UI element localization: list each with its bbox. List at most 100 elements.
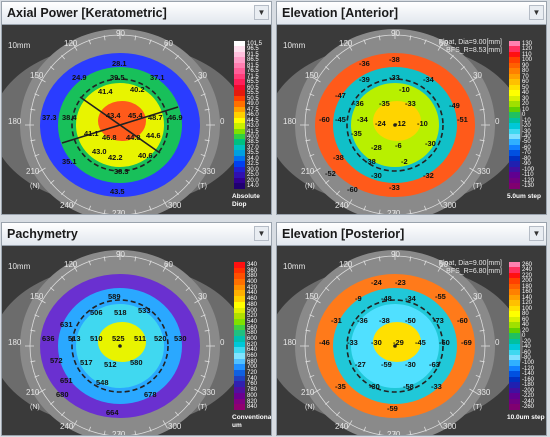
map-value-label: -30: [371, 338, 382, 347]
pachymetry-map[interactable]: 10mm 90 60 120 150 30 180 0 210 330 240 300 270 (N) (T…: [2, 246, 271, 435]
scale-swatch: 20: [509, 101, 545, 107]
degree-tick: [88, 205, 91, 211]
scale-value: 140: [522, 294, 533, 301]
topography-graphic: [2, 246, 271, 435]
scale-value: 740: [247, 375, 258, 382]
panel-header: Axial Power [Keratometric] ▼: [2, 2, 271, 25]
scale-value: -40: [522, 133, 531, 140]
scale-value: 41.5: [247, 128, 259, 135]
scale-value: 840: [247, 404, 258, 411]
angle-label-30: 30: [198, 292, 207, 301]
map-value-label: -30: [405, 360, 416, 369]
scale-swatch: 540: [234, 318, 270, 325]
map-value-label: 28.1: [112, 59, 127, 68]
elevation-anterior-map[interactable]: 10mm 90 60 120 150 30 180 0 210 330 240 300 270 (N) (T…: [277, 25, 546, 214]
temporal-label: (T): [198, 183, 207, 190]
temporal-label: (T): [473, 404, 482, 411]
map-value-label: 43.0: [92, 147, 107, 156]
map-value-label: 589: [108, 292, 121, 301]
chevron-down-icon[interactable]: ▼: [254, 5, 269, 20]
degree-tick: [449, 276, 454, 281]
scale-value: 50.5: [247, 95, 259, 102]
scale-value: 100: [522, 305, 533, 312]
panel-title: Elevation [Posterior]: [282, 227, 405, 241]
map-value-label: -35: [379, 99, 390, 108]
scale-value: -200: [522, 387, 535, 394]
scale-swatch: 10: [509, 106, 545, 113]
angle-label-30: 30: [473, 71, 482, 80]
degree-tick: [409, 430, 412, 435]
chevron-down-icon[interactable]: ▼: [254, 226, 269, 241]
degree-tick: [479, 329, 485, 332]
angle-label-270: 270: [112, 209, 126, 215]
core-zone: [373, 322, 421, 362]
angle-label-300: 300: [443, 422, 457, 431]
scale-swatch: 91.5: [234, 51, 270, 58]
degree-tick: [30, 108, 36, 111]
scale-swatch: 101.5: [234, 41, 270, 47]
map-value-label: -48: [381, 294, 392, 303]
angle-label-330: 330: [477, 167, 491, 176]
scale-swatch: 50.5: [234, 95, 270, 102]
scale-value: 50: [522, 84, 529, 91]
scale-mm-label: 10mm: [283, 41, 306, 50]
map-value-label: 680: [56, 390, 69, 399]
elevation-posterior-map[interactable]: 10mm 90 60 120 150 30 180 0 210 330 240 300 270 (N) (T…: [277, 246, 546, 435]
degree-tick: [50, 179, 55, 184]
scale-swatch: 120: [509, 300, 545, 306]
fit-info-text: Float, Dia=9.00[mm]: [438, 39, 502, 46]
scale-swatch: 71.5: [234, 73, 270, 80]
scale-value: -120: [522, 365, 535, 372]
degree-tick: [460, 400, 465, 405]
map-value-label: -38: [389, 55, 400, 64]
fit-info-text: BFS_R=6.80[mm]: [446, 268, 502, 275]
scale-swatch: 680: [234, 358, 270, 365]
map-value-label: -34: [357, 115, 368, 124]
degree-tick: [347, 42, 353, 51]
scale-swatch: -90: [509, 161, 545, 167]
temporal-label: (T): [473, 183, 482, 190]
map-value-label: 525: [112, 334, 125, 343]
scale-unit-label: um: [232, 422, 242, 429]
scale-swatch: 340: [234, 262, 270, 268]
angle-label-90: 90: [116, 29, 125, 38]
degree-tick: [134, 209, 137, 214]
scale-value: -20: [522, 123, 531, 130]
scale-value: 620: [247, 341, 258, 348]
degree-tick: [309, 375, 315, 378]
degree-tick: [204, 329, 210, 332]
scale-unit-label: Diop: [232, 201, 247, 208]
degree-tick: [449, 190, 454, 195]
degree-tick: [194, 167, 203, 173]
degree-tick: [204, 108, 210, 111]
scale-value: -100: [522, 360, 535, 367]
angle-label-60: 60: [164, 260, 173, 269]
scale-swatch: 260: [509, 262, 545, 268]
scale-value: 780: [247, 387, 258, 394]
degree-tick: [363, 205, 366, 211]
degree-tick: [37, 388, 46, 394]
scale-value: 96.5: [247, 46, 259, 53]
map-value-label: 518: [114, 308, 127, 317]
map-value-label: 572: [50, 356, 63, 365]
axial-power-map[interactable]: 10mm 90 60 120 150 30 180 0 210 330 240 300 270 (N) (T…: [2, 25, 271, 215]
degree-tick: [149, 260, 152, 266]
scale-value: 55.5: [247, 90, 259, 97]
chevron-down-icon[interactable]: ▼: [529, 5, 544, 20]
scale-swatch: -60: [509, 144, 545, 151]
scale-swatch: -100: [509, 166, 545, 173]
scale-value: 80: [522, 68, 529, 75]
scale-unit-label: Absolute: [232, 193, 260, 200]
panel-header: Elevation [Anterior] ▼: [277, 2, 546, 25]
map-value-label: 35.1: [62, 157, 77, 166]
scale-swatch: 800: [234, 392, 270, 399]
degree-tick: [305, 360, 311, 363]
degree-tick: [363, 260, 366, 266]
chevron-down-icon[interactable]: ▼: [529, 226, 544, 241]
map-value-label: 664: [106, 408, 119, 417]
elevation-anterior-panel: Elevation [Anterior] ▼ 10mm 90 60 120 150 30 1…: [276, 1, 547, 215]
scale-swatch: 380: [234, 273, 270, 279]
scale-swatch: -80: [509, 354, 545, 361]
scale-value: 240: [522, 267, 533, 274]
map-value-label: 548: [96, 378, 109, 387]
